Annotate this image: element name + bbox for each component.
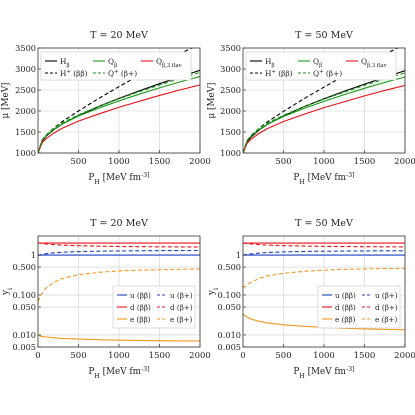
x-tick-label: 1500 [354,157,376,167]
y-tick-label: 0.100 [13,290,36,300]
chart-title: T = 20 MeV [90,218,148,229]
x-axis-label: PH [MeV fm-3] [88,365,149,380]
series-line-e [243,267,405,289]
x-tick-label: 500 [70,351,86,361]
y-tick-label: 3500 [15,43,36,53]
legend-entry-h: Hβ [265,57,275,69]
x-tick-label: 2000 [189,351,211,361]
y-axis-label: yi [1,288,14,296]
y-tick-label: 1500 [220,127,241,137]
series-line-e [38,334,200,342]
series-line-q [243,76,405,153]
x-tick-label: 1500 [354,351,376,361]
chart-title: T = 20 MeV [90,30,148,41]
chart-panel-4: T = 50 MeV 0 500 1000 1500 2000 0.005 0.010 0.05… [207,218,415,380]
chart-panel-1: T = 20 MeV 500 1000 1500 2000 1000 1500 2000 250… [1,30,211,186]
y-tick-label: 3000 [15,64,36,74]
y-axis-label: μ [MeV] [1,83,11,119]
series-line-d [243,242,405,248]
x-axis-label: PH [MeV fm-3] [88,171,149,186]
chart-panel-3: T = 20 MeV 0 500 1000 1500 2000 0.005 0.010 0.05… [1,218,211,380]
x-tick-label: 500 [275,157,291,167]
series-line-q [38,76,200,153]
x-tick-label: 2000 [394,157,415,167]
y-tick-label: 1000 [15,148,36,158]
y-tick-label: 2500 [15,85,36,95]
series-line-e [38,268,200,302]
legend-entry-u: u (β+) [375,291,398,300]
series-line-u [243,250,405,256]
legend-entry-h: Hβ [60,57,70,69]
y-axis-label: yi [207,288,220,296]
legend-entry-q: Qβ [108,57,117,69]
legend-entry-h: H+ (ββ) [60,69,88,78]
legend-entry-e: e (ββ) [335,315,356,324]
chart-panel-2: T = 50 MeV 500 1000 1500 2000 1000 1500 2000 250… [207,30,415,186]
x-tick-label: 1000 [313,351,335,361]
legend-entry-q-3-flav: Qβ,3 flav [361,57,387,69]
y-tick-label: 0.050 [13,302,36,312]
x-tick-label: 2000 [189,157,211,167]
legend-entry-h: H+ (ββ) [265,69,293,78]
legend-entry-q-3-flav: Qβ,3 flav [156,57,182,69]
legend-entry-d: d (ββ) [130,303,151,312]
legend-entry-q: Qβ [313,57,322,69]
x-tick-label: 1000 [108,351,130,361]
y-tick-label: 0.010 [13,330,36,340]
y-tick-label: 1 [236,250,241,260]
y-tick-label: 3000 [220,64,241,74]
y-tick-label: 1000 [220,148,241,158]
chart-title: T = 50 MeV [295,30,353,41]
legend-entry-u: u (ββ) [335,291,356,300]
y-tick-label: 0.010 [218,330,241,340]
series-line-d [38,242,200,248]
legend-entry-u: u (ββ) [130,291,151,300]
legend-entry-u: u (β+) [170,291,193,300]
y-tick-label: 1 [31,250,36,260]
y-axis-label: μ [MeV] [207,83,217,119]
legend-entry-e: e (β+) [170,315,193,324]
y-tick-label: 0.500 [13,262,36,272]
legend-entry-e: e (β+) [375,315,398,324]
series-line-e [243,313,405,331]
x-axis-label: PH [MeV fm-3] [293,171,354,186]
legend-entry-q: Q+ (β+) [313,69,342,78]
x-tick-label: 1500 [149,351,171,361]
y-tick-label: 2500 [220,85,241,95]
y-tick-label: 0.100 [218,290,241,300]
legend-entry-d: d (β+) [375,303,398,312]
y-tick-label: 0.005 [218,342,241,352]
x-tick-label: 0 [240,351,245,361]
legend-box [40,51,192,81]
legend-entry-d: d (ββ) [335,303,356,312]
legend-box [245,51,397,81]
series-line-u [38,249,200,256]
chart-title: T = 50 MeV [295,218,353,229]
x-tick-label: 1000 [108,157,130,167]
x-tick-label: 1000 [313,157,335,167]
y-tick-label: 0.005 [13,342,36,352]
y-tick-label: 2000 [15,106,36,116]
y-tick-label: 3500 [220,43,241,53]
y-tick-label: 2000 [220,106,241,116]
legend-entry-d: d (β+) [170,303,193,312]
y-tick-label: 1500 [15,127,36,137]
series-line-q-3-flav [38,84,200,153]
x-tick-label: 500 [275,351,291,361]
x-tick-label: 0 [35,351,40,361]
x-tick-label: 500 [70,157,86,167]
x-tick-label: 2000 [394,351,415,361]
legend-entry-q: Q+ (β+) [108,69,137,78]
y-tick-label: 0.500 [218,262,241,272]
x-axis-label: PH [MeV fm-3] [293,365,354,380]
legend-entry-e: e (ββ) [130,315,151,324]
series-line-q-3-flav [243,84,405,153]
y-tick-label: 0.050 [218,302,241,312]
x-tick-label: 1500 [149,157,171,167]
